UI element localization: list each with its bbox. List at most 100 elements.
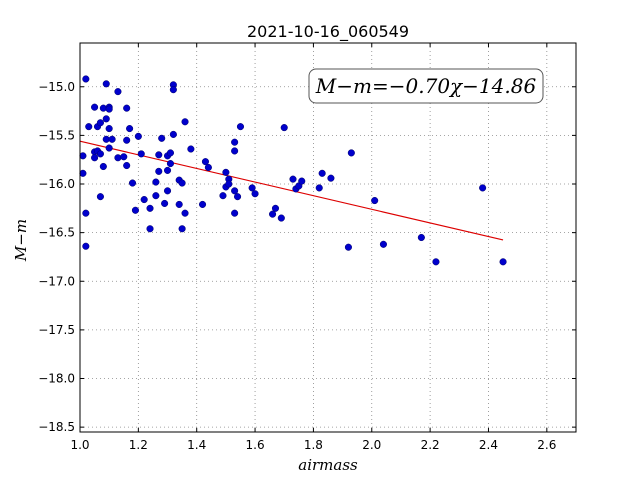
data-point — [82, 209, 90, 217]
y-tick-label: −17.5 — [38, 323, 75, 337]
data-point — [163, 187, 172, 195]
data-point — [166, 149, 174, 157]
data-point — [277, 214, 285, 222]
data-point — [99, 104, 107, 112]
data-point — [231, 138, 239, 146]
data-point — [123, 104, 131, 112]
data-point — [318, 169, 326, 177]
data-point — [82, 242, 90, 250]
data-point — [236, 123, 245, 131]
x-tick-label: 1.2 — [129, 438, 148, 452]
data-point — [219, 192, 227, 200]
y-tick-label: −16.0 — [38, 177, 75, 191]
data-point — [131, 206, 139, 214]
data-point — [120, 153, 128, 161]
data-point — [163, 166, 172, 174]
y-tick-label: −18.0 — [38, 372, 75, 386]
data-point — [134, 132, 142, 140]
y-axis-label: M−m — [12, 219, 30, 262]
data-point — [102, 80, 110, 88]
data-point — [91, 103, 99, 111]
data-point — [105, 105, 113, 113]
data-point — [175, 200, 183, 208]
data-point — [105, 144, 113, 152]
data-point — [85, 123, 93, 131]
data-point — [102, 115, 110, 123]
data-point — [137, 150, 145, 158]
data-point — [152, 192, 160, 200]
data-point — [96, 119, 104, 127]
data-point — [379, 240, 387, 248]
data-point — [158, 134, 166, 142]
data-point — [105, 125, 113, 133]
data-point — [231, 147, 239, 155]
x-tick-label: 2.0 — [362, 438, 381, 452]
data-point — [344, 243, 352, 251]
data-point — [128, 179, 137, 187]
data-point — [327, 174, 335, 182]
data-point — [222, 168, 230, 176]
x-tick-label: 2.4 — [479, 438, 498, 452]
data-point — [181, 118, 189, 126]
data-point — [152, 178, 160, 186]
x-tick-label: 1.0 — [70, 438, 89, 452]
fit-line — [79, 140, 504, 241]
data-point — [155, 167, 163, 175]
data-point — [371, 196, 379, 205]
x-tick-label: 2.6 — [537, 438, 556, 452]
data-point — [126, 125, 134, 133]
data-point — [499, 258, 507, 266]
data-point — [96, 193, 104, 201]
data-point — [269, 210, 277, 218]
data-point — [114, 88, 122, 96]
data-point — [123, 161, 131, 170]
data-point — [231, 209, 239, 217]
data-point — [79, 169, 87, 177]
data-point — [298, 177, 306, 185]
data-point — [161, 199, 169, 208]
data-point — [289, 175, 297, 183]
data-point — [315, 184, 323, 192]
data-point — [96, 150, 104, 158]
plot-frame — [79, 42, 577, 433]
data-point — [234, 193, 242, 201]
data-point — [146, 204, 154, 212]
data-point — [181, 209, 189, 217]
data-point — [280, 124, 288, 132]
data-point — [79, 152, 87, 160]
data-point — [114, 154, 122, 162]
fit-equation: M−m=−0.70χ−14.86 — [315, 74, 537, 98]
data-point — [155, 151, 163, 159]
data-point — [169, 86, 177, 94]
x-axis-label: airmass — [298, 456, 358, 474]
data-point — [82, 75, 90, 83]
data-point — [479, 184, 487, 192]
data-point — [204, 163, 212, 172]
x-tick-label: 2.2 — [421, 438, 440, 452]
data-point — [166, 160, 174, 168]
x-tick-label: 1.8 — [304, 438, 323, 452]
x-tick-label: 1.4 — [187, 438, 206, 452]
data-point — [198, 200, 207, 208]
data-points — [79, 75, 507, 266]
chart-title: 2021-10-16_060549 — [247, 22, 409, 42]
data-point — [178, 225, 186, 233]
data-point — [251, 190, 259, 198]
data-point — [225, 180, 233, 188]
y-tick-label: −18.5 — [38, 420, 75, 434]
data-point — [91, 154, 99, 162]
axis-ticks: 1.0 1.2 1.4 1.6 1.8 2.0 2.2 2.4 2.6 −15.0 −15.5 −16… — [38, 43, 576, 452]
y-tick-label: −17.0 — [38, 274, 75, 288]
data-point — [231, 187, 239, 195]
fit-line-group — [79, 140, 504, 241]
data-point — [123, 136, 131, 144]
data-point — [248, 184, 256, 192]
data-point — [432, 258, 440, 266]
data-point — [140, 196, 148, 204]
data-point — [187, 145, 195, 153]
data-point — [146, 225, 154, 233]
data-point — [99, 162, 107, 171]
data-point — [108, 135, 116, 143]
data-point — [347, 149, 355, 157]
